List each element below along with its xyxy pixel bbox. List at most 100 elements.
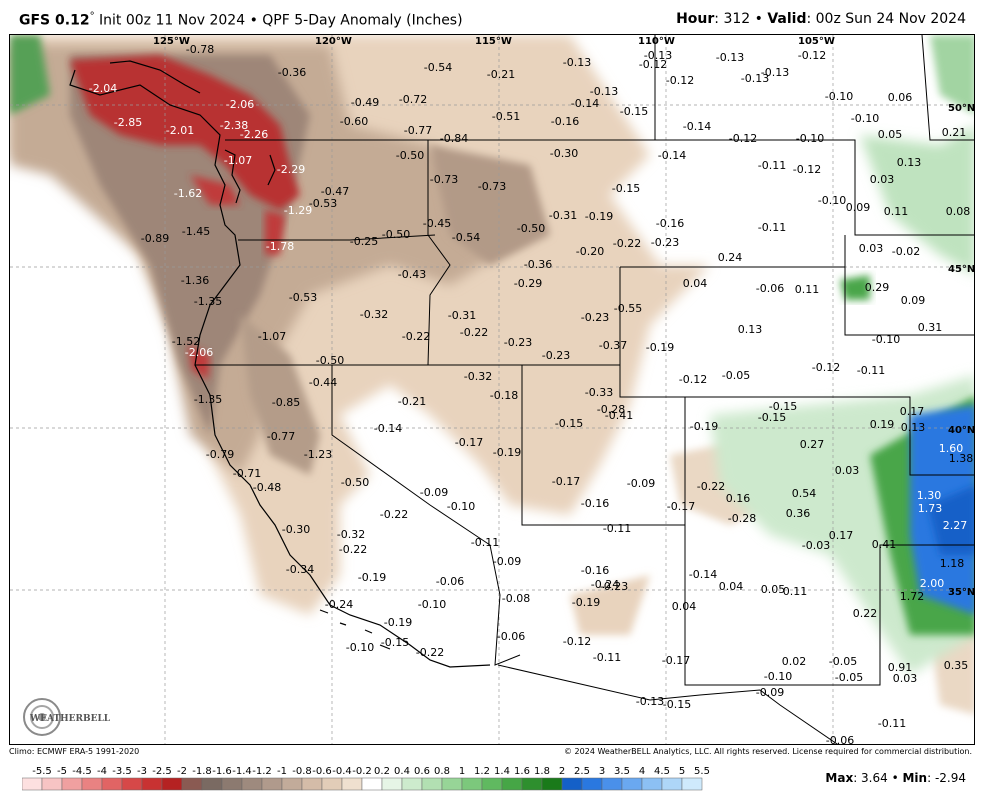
legend-swatch <box>441 777 463 791</box>
anomaly-value: -0.36 <box>524 258 552 271</box>
anomaly-value: -0.44 <box>309 376 337 389</box>
coastline <box>69 60 491 668</box>
anomaly-value: 0.17 <box>900 405 925 418</box>
legend-swatch <box>501 777 523 791</box>
anomaly-value: 0.05 <box>761 583 786 596</box>
legend-swatch <box>221 777 243 791</box>
anomaly-value: -0.17 <box>552 475 580 488</box>
anomaly-value: -0.34 <box>286 563 314 576</box>
anomaly-value: -0.19 <box>690 420 718 433</box>
anomaly-value: 0.05 <box>878 128 903 141</box>
legend-swatch <box>201 777 223 791</box>
legend-swatch <box>261 777 283 791</box>
anomaly-value: 0.27 <box>800 438 825 451</box>
anomaly-value: -0.28 <box>597 403 625 416</box>
legend-label: -1.8 <box>192 766 212 777</box>
anomaly-value: -0.12 <box>639 58 667 71</box>
anomaly-value: -0.02 <box>892 245 920 258</box>
anomaly-value: 0.13 <box>897 156 922 169</box>
legend-swatch <box>301 777 323 791</box>
legend-swatch <box>41 777 63 791</box>
legend-swatch <box>481 777 503 791</box>
anomaly-value: -0.15 <box>769 400 797 413</box>
valid-label: Valid <box>767 11 807 27</box>
anomaly-value: 0.22 <box>853 607 878 620</box>
anomaly-value: 0.11 <box>783 585 808 598</box>
anomaly-value: -0.72 <box>399 93 427 106</box>
anomaly-value: -0.36 <box>278 66 306 79</box>
legend-colorbar: -5.5 -5 -4.5 -4 -3.5 -3 -2.5 -2 -1.8 -1.6 -1.4 -1.2… <box>22 766 710 791</box>
anomaly-value: -0.24 <box>325 598 353 611</box>
anomaly-value: 0.06 <box>888 91 913 104</box>
anomaly-value: -0.16 <box>581 564 609 577</box>
max-value: : 3.64 • <box>853 771 903 785</box>
anomaly-value: -0.50 <box>517 222 545 235</box>
legend-label: -1.6 <box>212 766 232 777</box>
anomaly-value: -0.15 <box>612 182 640 195</box>
anomaly-value: -0.14 <box>689 568 717 581</box>
anomaly-value: 1.60 <box>939 442 964 455</box>
anomaly-value: -0.77 <box>267 430 295 443</box>
anomaly-value: 2.00 <box>920 577 945 590</box>
anomaly-value: -0.12 <box>679 373 707 386</box>
anomaly-value: -0.15 <box>555 417 583 430</box>
map-canvas: 125°W 120°W 115°W 110°W 105°W 50°N 45°N … <box>10 35 975 744</box>
legend-swatch <box>121 777 143 791</box>
anomaly-value: -0.73 <box>478 180 506 193</box>
legend-label: -4.5 <box>72 766 92 777</box>
anomaly-value: -0.15 <box>381 636 409 649</box>
anomaly-value: -0.22 <box>416 646 444 659</box>
anomaly-value: 0.29 <box>865 281 890 294</box>
anomaly-value: -1.36 <box>181 274 209 287</box>
legend-label: 0.6 <box>414 766 430 777</box>
anomaly-value: 1.73 <box>918 502 943 515</box>
anomaly-value: -2.06 <box>226 98 254 111</box>
anomaly-value: 0.03 <box>835 464 860 477</box>
anomaly-value: -0.06 <box>497 630 525 643</box>
anomaly-value: 0.35 <box>944 659 969 672</box>
legend-label: -1.4 <box>232 766 252 777</box>
anomaly-value: -0.09 <box>493 555 521 568</box>
legend-label: 2 <box>559 766 565 777</box>
legend-swatch <box>341 777 363 791</box>
legend-label: 4 <box>639 766 645 777</box>
anomaly-value: -0.12 <box>812 361 840 374</box>
anomaly-value: -0.31 <box>549 209 577 222</box>
anomaly-value: -0.11 <box>857 364 885 377</box>
degree-mark: ° <box>89 11 95 22</box>
legend-swatch <box>421 777 443 791</box>
legend-swatch <box>521 777 543 791</box>
anomaly-value: 0.36 <box>786 507 811 520</box>
anomaly-value: -0.14 <box>683 120 711 133</box>
anomaly-value: -0.55 <box>614 302 642 315</box>
legend-swatch <box>321 777 343 791</box>
anomaly-value: -0.43 <box>398 268 426 281</box>
legend-label: 1 <box>459 766 465 777</box>
lon-labels: 125°W 120°W 115°W 110°W 105°W <box>153 36 835 47</box>
anomaly-value: -0.37 <box>599 339 627 352</box>
anomaly-value: -1.45 <box>182 225 210 238</box>
anomaly-value: 0.19 <box>870 418 895 431</box>
anomaly-value: -0.19 <box>646 341 674 354</box>
legend-swatch <box>181 777 203 791</box>
legend-label: 0.8 <box>434 766 450 777</box>
anomaly-value: -0.13 <box>716 51 744 64</box>
anomaly-map[interactable]: 125°W 120°W 115°W 110°W 105°W 50°N 45°N … <box>9 34 975 745</box>
anomaly-value: 0.13 <box>738 323 763 336</box>
anomaly-value: -0.06 <box>436 575 464 588</box>
anomaly-value: -0.10 <box>764 670 792 683</box>
hour-value: : 312 • <box>714 11 768 27</box>
climo-note: Climo: ECMWF ERA-5 1991-2020 <box>9 747 140 756</box>
anomaly-value: -0.22 <box>339 543 367 556</box>
lat-label: 50°N <box>948 103 975 114</box>
legend-label: 2.5 <box>574 766 590 777</box>
anomaly-value: -0.22 <box>697 480 725 493</box>
anomaly-value: 0.13 <box>901 421 926 434</box>
valid-time: Hour: 312 • Valid: 00z Sun 24 Nov 2024 <box>676 11 966 27</box>
lon-label: 105°W <box>798 36 835 47</box>
anomaly-value: 0.09 <box>901 294 926 307</box>
legend-swatch <box>581 777 603 791</box>
anomaly-value: 1.38 <box>949 452 974 465</box>
legend-swatch <box>161 777 183 791</box>
legend-label: 1.4 <box>494 766 510 777</box>
